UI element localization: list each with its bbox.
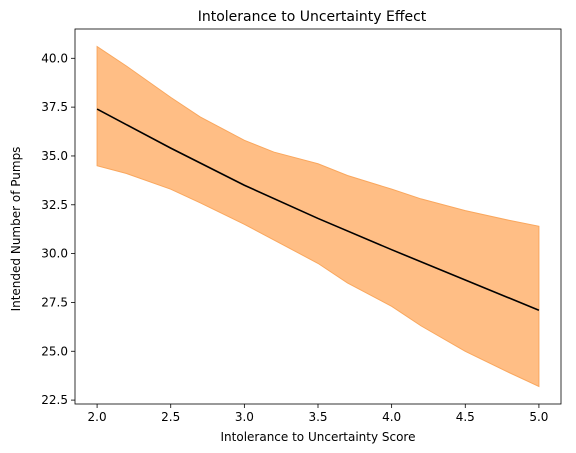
x-axis-label: Intolerance to Uncertainty Score (221, 430, 416, 444)
y-tick-label: 22.5 (41, 393, 68, 407)
x-tick-label: 2.5 (161, 410, 180, 424)
y-tick-label: 32.5 (41, 198, 68, 212)
y-tick-label: 37.5 (41, 100, 68, 114)
y-axis-label: Intended Number of Pumps (9, 147, 23, 312)
y-tick-label: 40.0 (41, 51, 68, 65)
x-tick-label: 3.5 (308, 410, 327, 424)
fitted-line (96, 108, 540, 311)
x-tick-label: 2.0 (88, 410, 107, 424)
x-tick-label: 4.0 (382, 410, 401, 424)
x-tick-label: 5.0 (529, 410, 548, 424)
y-tick-label: 30.0 (41, 247, 68, 261)
y-tick-label: 27.5 (41, 295, 68, 309)
x-tick-label: 3.0 (235, 410, 254, 424)
y-tick-label: 25.0 (41, 344, 68, 358)
x-tick-label: 4.5 (456, 410, 475, 424)
chart-title: Intolerance to Uncertainty Effect (198, 9, 427, 25)
confidence-band (96, 45, 540, 388)
y-tick-label: 35.0 (41, 149, 68, 163)
